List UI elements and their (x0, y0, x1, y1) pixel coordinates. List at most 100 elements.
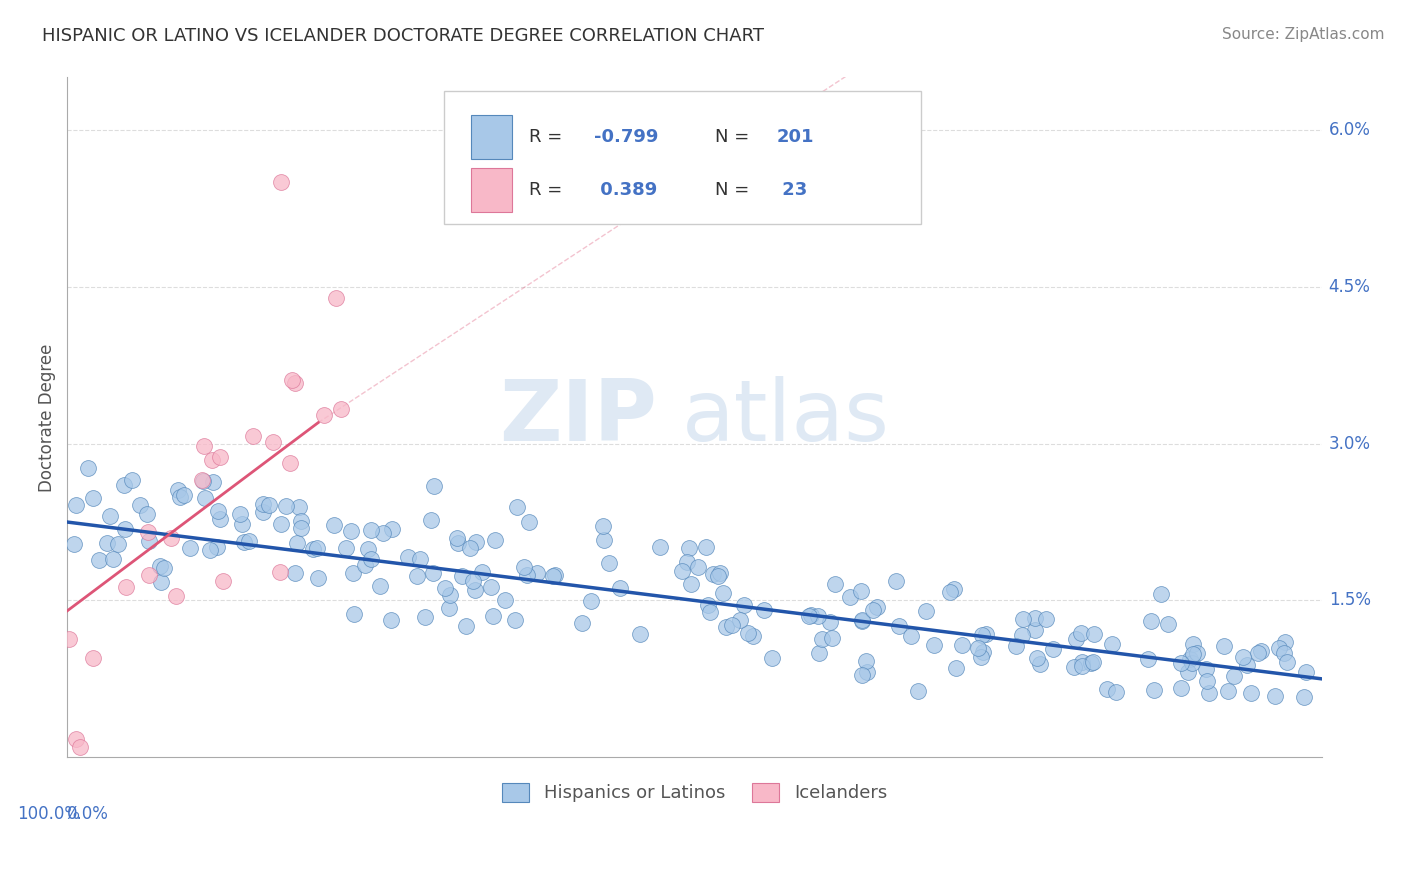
Point (678, 541, 700, 555)
Text: 0.389: 0.389 (595, 181, 658, 199)
Point (360, 523, 382, 537)
Point (252, 497, 274, 511)
Point (733, 599, 755, 613)
FancyBboxPatch shape (471, 168, 512, 211)
Text: 1.5%: 1.5% (1329, 591, 1371, 609)
Point (728, 613, 751, 627)
Point (512, 560, 534, 574)
Point (1182, 647, 1205, 661)
Text: N =: N = (714, 181, 755, 199)
Point (335, 541, 357, 555)
Point (191, 474, 214, 488)
Point (943, 582, 966, 597)
Point (233, 534, 256, 549)
Point (945, 661, 967, 675)
Point (1240, 686, 1263, 700)
Point (238, 533, 260, 548)
Point (406, 569, 429, 583)
Point (851, 613, 873, 627)
Point (82, 651, 104, 665)
Point (1182, 637, 1205, 651)
Point (262, 434, 284, 449)
Point (1181, 656, 1204, 670)
Point (280, 373, 302, 387)
Point (69, 739, 91, 754)
Point (1139, 615, 1161, 629)
Point (481, 608, 503, 623)
Point (1272, 646, 1295, 660)
Point (112, 478, 135, 492)
Point (924, 638, 946, 652)
Point (212, 574, 235, 589)
Point (269, 565, 291, 579)
Point (322, 517, 344, 532)
Point (325, 292, 347, 306)
Point (96, 536, 118, 550)
Point (305, 541, 328, 555)
Point (464, 582, 486, 597)
Point (1295, 665, 1317, 679)
Point (598, 557, 620, 571)
Point (1150, 587, 1173, 601)
Text: R =: R = (529, 181, 568, 199)
Point (752, 603, 775, 617)
Point (824, 576, 846, 591)
Point (409, 552, 432, 566)
Point (209, 512, 232, 526)
Point (437, 600, 460, 615)
Text: 23: 23 (776, 181, 807, 199)
Point (1081, 656, 1104, 670)
Text: 0.0%: 0.0% (67, 805, 110, 823)
Point (974, 627, 997, 641)
Point (259, 498, 281, 512)
Text: R =: R = (529, 128, 568, 146)
Point (699, 605, 721, 619)
Point (209, 450, 232, 465)
Text: HISPANIC OR LATINO VS ICELANDER DOCTORATE DEGREE CORRELATION CHART: HISPANIC OR LATINO VS ICELANDER DOCTORAT… (42, 27, 765, 45)
Point (609, 581, 631, 595)
Point (1029, 657, 1052, 672)
FancyBboxPatch shape (471, 115, 512, 160)
Point (676, 555, 699, 569)
Point (648, 540, 671, 554)
Text: Source: ZipAtlas.com: Source: ZipAtlas.com (1222, 27, 1385, 42)
Point (1157, 616, 1180, 631)
Point (967, 641, 990, 656)
Point (1274, 635, 1296, 649)
Point (495, 593, 517, 607)
Point (252, 505, 274, 519)
Point (201, 453, 224, 467)
Point (1170, 657, 1192, 671)
Point (742, 629, 765, 643)
Point (1064, 632, 1087, 647)
Point (1216, 684, 1239, 698)
Point (1236, 658, 1258, 673)
Point (138, 567, 160, 582)
Point (1232, 650, 1254, 665)
Point (851, 614, 873, 628)
Point (312, 408, 335, 422)
Point (179, 541, 201, 556)
Point (65, 731, 87, 746)
Point (302, 542, 325, 557)
Point (1264, 690, 1286, 704)
Point (1035, 611, 1057, 625)
Point (506, 500, 529, 514)
Point (800, 607, 823, 622)
Point (851, 668, 873, 682)
Point (1011, 628, 1033, 642)
Point (1195, 662, 1218, 676)
Point (107, 537, 129, 551)
Point (810, 632, 832, 647)
Point (517, 516, 540, 530)
Point (838, 590, 860, 604)
Point (450, 569, 472, 583)
Point (544, 568, 567, 582)
Text: 4.5%: 4.5% (1329, 277, 1371, 295)
Point (849, 584, 872, 599)
Text: -0.799: -0.799 (595, 128, 659, 146)
Point (360, 551, 382, 566)
Point (461, 574, 484, 589)
Point (138, 533, 160, 548)
Point (368, 579, 391, 593)
